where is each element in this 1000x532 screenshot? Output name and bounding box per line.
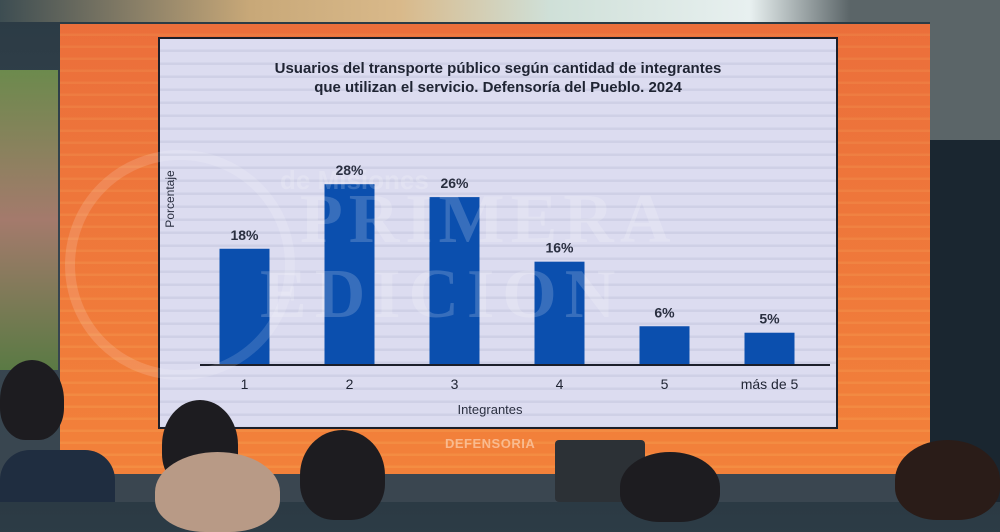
chart-panel: Usuarios del transporte público según ca… <box>158 37 838 429</box>
x-tick-label: 3 <box>451 376 459 392</box>
x-tick-label: 4 <box>556 376 564 392</box>
presentation-screen: Usuarios del transporte público según ca… <box>60 24 930 474</box>
bar-4 <box>534 261 585 365</box>
audience-head-3 <box>155 452 280 532</box>
audience-head-1 <box>0 360 64 440</box>
bar-chart: 18% 1 28% 2 26% 3 16% 4 6% 5 5% más de 5 Porcentaje… <box>163 162 830 417</box>
x-tick-label: 2 <box>346 376 354 392</box>
audience-shirt-1 <box>0 450 115 502</box>
audience-head-4 <box>300 430 385 520</box>
data-label: 28% <box>335 162 364 178</box>
data-label: 5% <box>759 311 780 327</box>
data-label: 6% <box>654 304 675 320</box>
chart-title-line-2: que utilizan el servicio. Defensoría del… <box>314 79 682 96</box>
bar-3 <box>429 197 480 365</box>
audience-head-6 <box>895 440 1000 520</box>
x-axis-label: Integrantes <box>457 402 523 417</box>
x-tick-label: 5 <box>661 376 669 392</box>
defensoria-logo: DEFENSORIA <box>445 436 536 451</box>
bar-1 <box>219 248 270 365</box>
data-label: 18% <box>230 227 259 243</box>
bar-más-de-5 <box>744 332 795 365</box>
bar-2 <box>324 184 375 365</box>
background-ceiling <box>0 0 1000 22</box>
y-axis-label: Porcentaje <box>163 170 177 228</box>
data-label: 26% <box>440 175 469 191</box>
background-wall-right <box>930 0 1000 145</box>
bar-5 <box>639 326 690 365</box>
audience-head-5 <box>620 452 720 522</box>
chart-title-line-1: Usuarios del transporte público según ca… <box>274 60 722 77</box>
data-label: 16% <box>545 240 574 256</box>
background-window-left <box>0 70 58 370</box>
x-tick-label: 1 <box>241 376 249 392</box>
x-tick-label: más de 5 <box>741 376 799 392</box>
chart-title: Usuarios del transporte público según ca… <box>160 59 836 97</box>
